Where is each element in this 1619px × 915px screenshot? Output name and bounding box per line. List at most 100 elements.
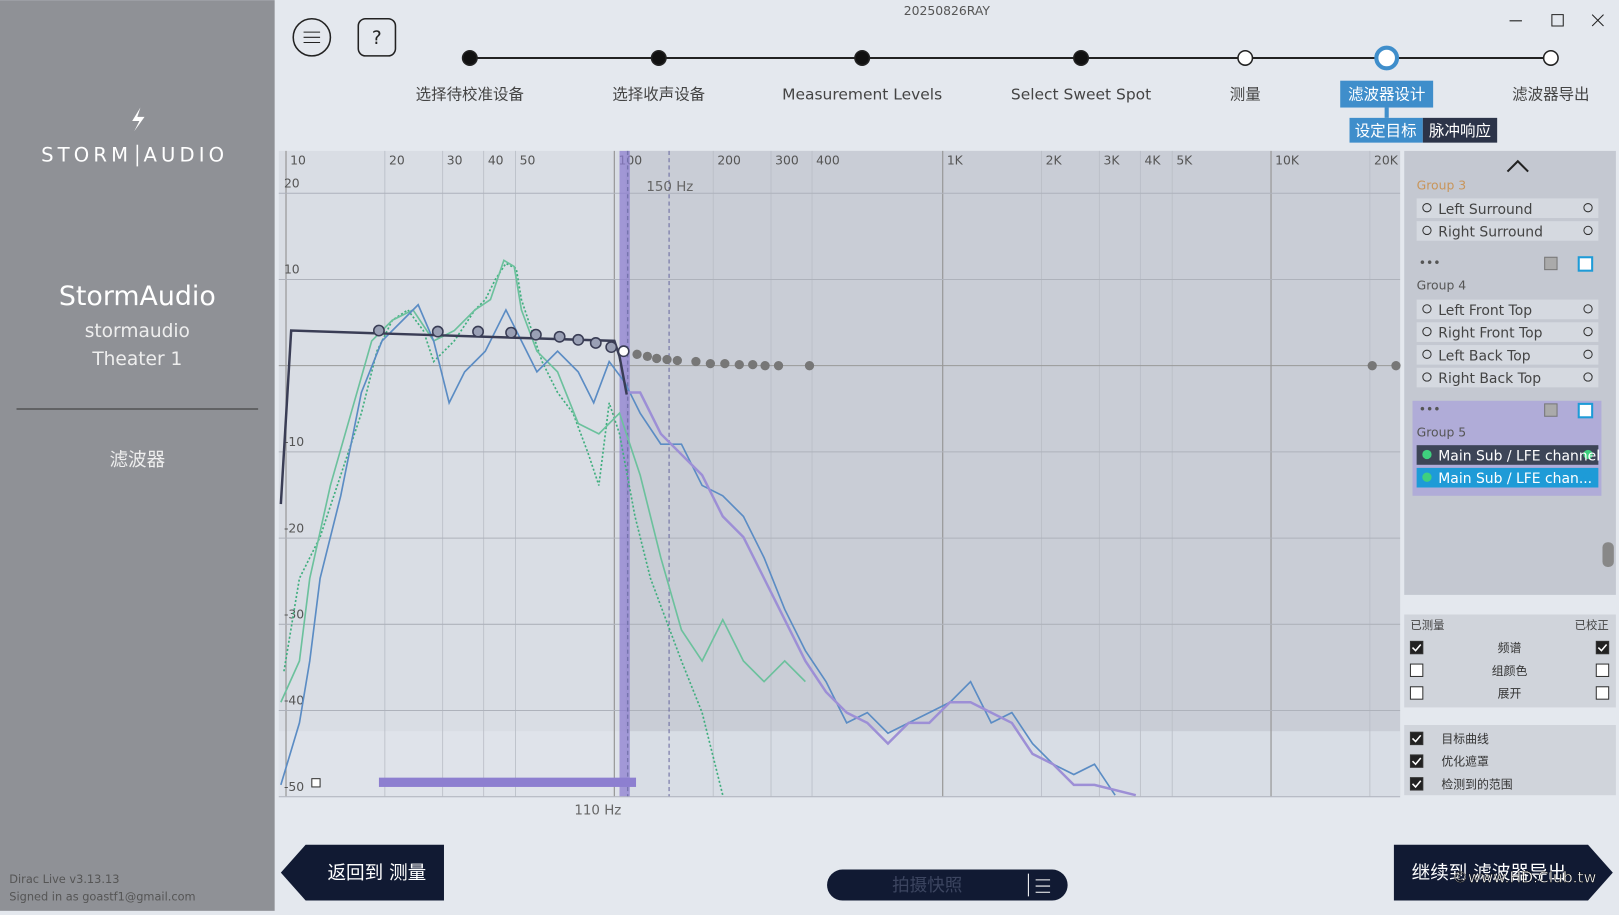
scrollbar[interactable]: [1602, 542, 1614, 568]
target-point[interactable]: [632, 349, 642, 359]
channel-row[interactable]: [1416, 221, 1599, 241]
channel-row[interactable]: [1416, 367, 1599, 388]
checkbox[interactable]: [1409, 777, 1424, 791]
group-icon[interactable]: [1544, 403, 1558, 417]
target-point[interactable]: [529, 328, 542, 341]
next-button[interactable]: [1393, 844, 1613, 901]
target-point[interactable]: [1367, 361, 1377, 371]
tab-label[interactable]: 脉冲响应: [1429, 121, 1491, 140]
channel-row[interactable]: [1416, 198, 1599, 219]
back-label[interactable]: 返回到 测量: [327, 863, 426, 884]
tab-label[interactable]: 设定目标: [1355, 122, 1417, 140]
step-dot[interactable]: [650, 49, 667, 66]
step-label[interactable]: 滤波器设计: [1348, 86, 1425, 104]
marker-label: 110 Hz: [574, 804, 621, 819]
checkbox[interactable]: [1595, 663, 1610, 677]
snapshot-list-icon[interactable]: [1027, 873, 1051, 897]
target-point[interactable]: [705, 358, 716, 369]
target-point[interactable]: [605, 341, 618, 354]
channel-row[interactable]: [1416, 467, 1599, 488]
window-controls[interactable]: [1509, 14, 1604, 27]
check-mark: [1597, 643, 1608, 652]
menu-button[interactable]: [292, 17, 332, 57]
tab[interactable]: [1349, 117, 1423, 143]
group-menu[interactable]: •••: [1419, 402, 1441, 417]
target-point[interactable]: [804, 361, 815, 371]
target-point[interactable]: [505, 326, 518, 339]
step-dot[interactable]: [1237, 49, 1254, 66]
checkbox[interactable]: [1409, 686, 1424, 700]
channel-name[interactable]: Right Back Top: [1438, 371, 1541, 387]
step-label[interactable]: Select Sweet Spot: [1011, 86, 1151, 104]
target-point[interactable]: [662, 354, 672, 365]
group-icon[interactable]: [1577, 256, 1594, 272]
channel-name[interactable]: Right Front Top: [1438, 326, 1542, 342]
channel-name[interactable]: Left Front Top: [1438, 303, 1532, 319]
back-button[interactable]: [280, 844, 444, 901]
target-point[interactable]: [589, 337, 602, 349]
channel-name[interactable]: Right Surround: [1438, 224, 1543, 240]
target-point[interactable]: [617, 345, 630, 358]
step-label[interactable]: 测量: [1230, 86, 1261, 104]
target-point[interactable]: [760, 361, 770, 371]
snapshot-button[interactable]: [827, 869, 1068, 901]
target-point[interactable]: [572, 333, 585, 346]
x-tick-label: 10: [290, 153, 306, 168]
group-icon[interactable]: [1577, 402, 1594, 419]
group-menu[interactable]: •••: [1419, 255, 1441, 270]
checkbox[interactable]: [1595, 686, 1610, 700]
section[interactable]: 滤波器: [109, 450, 165, 471]
group-icon[interactable]: [1544, 256, 1558, 271]
target-point[interactable]: [691, 356, 701, 367]
target-point[interactable]: [472, 325, 484, 338]
channel-dot: [1422, 203, 1432, 213]
target-point[interactable]: [773, 361, 784, 371]
channel-row[interactable]: [1416, 299, 1599, 320]
checkbox[interactable]: [1409, 663, 1424, 677]
next-label[interactable]: 继续到 滤波器导出: [1412, 863, 1567, 884]
step-label[interactable]: Measurement Levels: [782, 86, 942, 104]
channel-dot: [1422, 304, 1432, 314]
tab[interactable]: [1422, 117, 1498, 143]
toggle-label: 目标曲线: [1441, 732, 1489, 746]
step-dot[interactable]: [854, 49, 871, 66]
channel-name[interactable]: Main Sub / LFE channel: [1438, 449, 1600, 465]
step-label[interactable]: 滤波器导出: [1512, 86, 1589, 104]
target-point[interactable]: [734, 359, 744, 370]
range-handle[interactable]: [311, 778, 321, 788]
target-point[interactable]: [1391, 361, 1401, 371]
x-tick-label: 50: [520, 153, 536, 168]
step-dot[interactable]: [1374, 45, 1400, 71]
target-point[interactable]: [372, 324, 385, 337]
step-dot[interactable]: [461, 49, 478, 66]
step-label[interactable]: 选择收声设备: [612, 86, 705, 104]
step-dot[interactable]: [1073, 49, 1090, 66]
target-point[interactable]: [748, 359, 758, 370]
help-icon: ?: [372, 28, 382, 49]
channel-row[interactable]: [1416, 345, 1599, 365]
target-point[interactable]: [672, 355, 682, 366]
scroll-up[interactable]: [1506, 159, 1529, 173]
help-button[interactable]: [357, 17, 397, 57]
channel-row[interactable]: [1416, 322, 1599, 342]
snapshot-label[interactable]: 拍摄快照: [892, 876, 962, 896]
channel-dot: [1583, 372, 1593, 382]
range-bar[interactable]: [378, 777, 637, 787]
target-point[interactable]: [642, 351, 653, 362]
channel-name[interactable]: Left Surround: [1438, 202, 1532, 218]
target-point[interactable]: [553, 330, 566, 343]
channel-dot: [1583, 449, 1593, 460]
channel-row[interactable]: [1416, 445, 1599, 465]
channel-name[interactable]: Left Back Top: [1438, 348, 1530, 364]
target-point[interactable]: [720, 358, 730, 369]
checkbox[interactable]: [1409, 640, 1424, 655]
checkbox[interactable]: [1595, 640, 1610, 655]
checkbox[interactable]: [1409, 731, 1424, 746]
step-label[interactable]: 选择待校准设备: [416, 86, 525, 104]
target-curve[interactable]: [279, 329, 628, 505]
target-point[interactable]: [431, 325, 444, 338]
channel-name[interactable]: Main Sub / LFE chan...: [1438, 471, 1592, 487]
checkbox[interactable]: [1409, 754, 1424, 768]
target-point[interactable]: [652, 353, 662, 364]
step-dot[interactable]: [1542, 49, 1559, 66]
